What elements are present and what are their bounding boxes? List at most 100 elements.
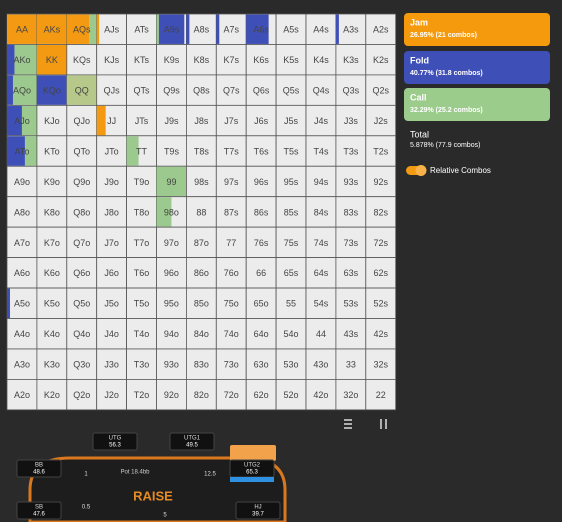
hand-cell[interactable] <box>6 257 38 289</box>
action-box[interactable] <box>404 13 550 46</box>
hand-cell[interactable] <box>126 104 157 137</box>
hand-cell[interactable] <box>126 318 157 350</box>
hand-cell[interactable] <box>245 74 277 106</box>
hand-cell[interactable] <box>66 348 98 380</box>
hand-cell[interactable] <box>365 226 397 258</box>
hand-cell[interactable] <box>36 318 68 350</box>
hand-cell[interactable] <box>96 44 127 76</box>
hand-cell[interactable] <box>275 165 307 198</box>
player-box[interactable] <box>16 459 62 478</box>
hand-cell[interactable] <box>156 257 187 289</box>
hand-cell[interactable] <box>275 378 307 411</box>
hand-cell[interactable] <box>66 104 98 137</box>
hand-cell[interactable] <box>185 104 217 137</box>
hand-cell[interactable] <box>185 74 217 106</box>
hand-cell[interactable] <box>126 348 157 380</box>
hand-cell[interactable] <box>365 287 397 319</box>
hand-cell[interactable] <box>156 318 187 350</box>
hand-cell[interactable] <box>156 104 187 137</box>
hand-cell[interactable] <box>335 318 367 350</box>
hand-cell[interactable] <box>365 135 397 167</box>
hand-cell[interactable] <box>156 74 187 106</box>
hand-cell[interactable] <box>365 44 397 76</box>
hand-cell[interactable] <box>275 135 307 167</box>
hand-cell[interactable] <box>305 196 337 228</box>
player-box[interactable] <box>92 432 138 451</box>
hand-cell[interactable] <box>305 226 337 258</box>
hand-cell[interactable] <box>215 318 247 350</box>
hand-cell[interactable] <box>245 226 277 258</box>
hand-cell[interactable] <box>305 378 337 411</box>
hand-cell[interactable] <box>335 257 367 289</box>
hand-cell[interactable] <box>335 348 367 380</box>
hand-cell[interactable] <box>36 226 68 258</box>
hand-cell[interactable] <box>185 226 217 258</box>
hand-cell[interactable] <box>215 196 247 228</box>
hand-cell[interactable] <box>335 196 367 228</box>
hand-cell[interactable] <box>335 378 367 411</box>
hand-cell[interactable] <box>275 318 307 350</box>
hand-cell[interactable] <box>365 378 397 411</box>
hand-cell[interactable] <box>6 165 38 198</box>
hand-cell[interactable] <box>245 257 277 289</box>
hand-cell[interactable] <box>185 44 217 76</box>
hand-cell[interactable] <box>126 257 157 289</box>
hand-cell[interactable] <box>305 165 337 198</box>
hand-cell[interactable] <box>6 226 38 258</box>
hand-cell[interactable] <box>335 226 367 258</box>
hand-cell[interactable] <box>156 44 187 76</box>
hand-cell[interactable] <box>275 44 307 76</box>
player-box[interactable] <box>169 432 215 451</box>
hand-cell[interactable] <box>96 257 127 289</box>
hand-cell[interactable] <box>126 13 157 45</box>
hand-cell[interactable] <box>66 135 98 167</box>
hand-cell[interactable] <box>365 104 397 137</box>
hand-cell[interactable] <box>245 44 277 76</box>
hand-cell[interactable] <box>36 287 68 319</box>
hand-cell[interactable] <box>245 348 277 380</box>
hand-cell[interactable] <box>275 226 307 258</box>
action-box[interactable] <box>404 88 550 121</box>
hand-cell[interactable] <box>96 318 127 350</box>
player-box[interactable] <box>235 501 281 520</box>
hand-cell[interactable] <box>215 348 247 380</box>
hand-cell[interactable] <box>335 135 367 167</box>
hand-cell[interactable] <box>215 287 247 319</box>
hand-cell[interactable] <box>365 165 397 198</box>
hand-cell[interactable] <box>185 13 217 45</box>
hand-cell[interactable] <box>365 196 397 228</box>
hand-cell[interactable] <box>275 74 307 106</box>
hand-cell[interactable] <box>96 196 127 228</box>
hand-cell[interactable] <box>36 104 68 137</box>
hand-cell[interactable] <box>185 318 217 350</box>
hand-cell[interactable] <box>365 318 397 350</box>
hand-cell[interactable] <box>6 348 38 380</box>
hand-cell[interactable] <box>215 104 247 137</box>
hand-cell[interactable] <box>215 44 247 76</box>
hand-cell[interactable] <box>66 165 98 198</box>
hand-cell[interactable] <box>335 287 367 319</box>
hand-cell[interactable] <box>36 196 68 228</box>
hand-cell[interactable] <box>96 74 127 106</box>
hand-cell[interactable] <box>126 287 157 319</box>
hand-cell[interactable] <box>96 348 127 380</box>
hand-cell[interactable] <box>36 257 68 289</box>
hand-cell[interactable] <box>36 348 68 380</box>
hand-cell[interactable] <box>245 378 277 411</box>
hand-cell[interactable] <box>305 287 337 319</box>
hand-cell[interactable] <box>126 378 157 411</box>
hand-cell[interactable] <box>66 226 98 258</box>
hand-cell[interactable] <box>185 348 217 380</box>
hand-cell[interactable] <box>36 378 68 411</box>
hand-cell[interactable] <box>275 257 307 289</box>
hand-cell[interactable] <box>66 318 98 350</box>
hand-cell[interactable] <box>305 74 337 106</box>
hand-cell[interactable] <box>275 104 307 137</box>
hand-cell[interactable] <box>365 348 397 380</box>
hand-cell[interactable] <box>215 378 247 411</box>
hand-cell[interactable] <box>156 287 187 319</box>
hand-cell[interactable] <box>245 196 277 228</box>
hand-cell[interactable] <box>305 104 337 137</box>
hand-cell[interactable] <box>245 135 277 167</box>
hand-cell[interactable] <box>185 135 217 167</box>
